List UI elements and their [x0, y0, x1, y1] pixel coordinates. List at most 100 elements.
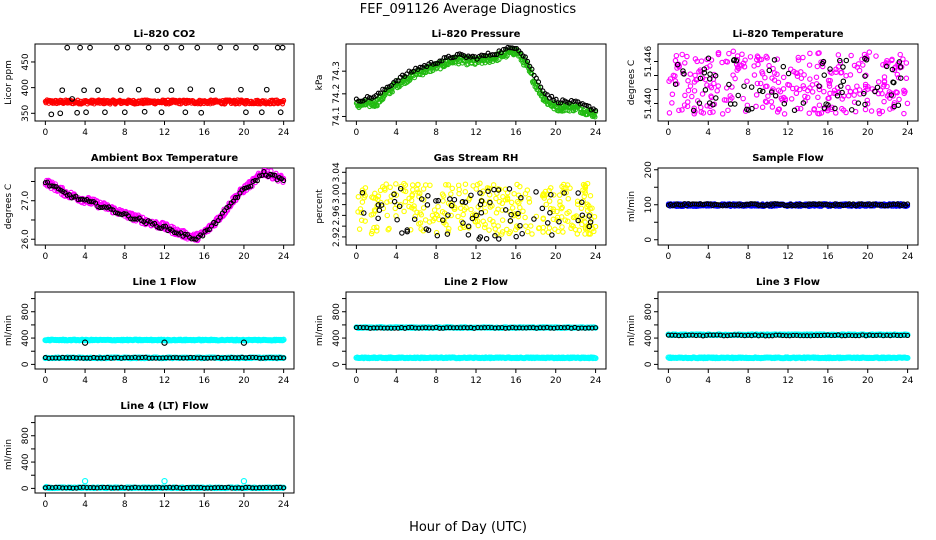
data-point [279, 44, 286, 51]
x-tick-label: 4 [393, 128, 399, 138]
series-points [42, 478, 287, 492]
data-point [856, 87, 863, 93]
data-point [883, 63, 890, 70]
data-point [826, 95, 832, 101]
data-point [281, 178, 287, 184]
data-point [398, 183, 404, 190]
data-point [800, 54, 806, 61]
data-point [753, 103, 759, 110]
data-point [87, 44, 93, 51]
panel-title: Line 2 Flow [444, 277, 508, 288]
x-tick-label: 20 [862, 252, 874, 262]
data-point [486, 185, 492, 192]
data-point [217, 44, 223, 51]
data-point [393, 192, 400, 198]
data-point [704, 103, 710, 109]
data-point [735, 92, 741, 99]
data-point [905, 203, 911, 209]
data-point [573, 213, 580, 219]
data-point [679, 107, 685, 113]
series-points [665, 331, 911, 362]
data-point [741, 64, 748, 70]
data-point [439, 208, 446, 215]
data-point [154, 87, 161, 94]
data-point [448, 202, 455, 209]
data-point [263, 86, 270, 93]
data-point [753, 92, 760, 98]
data-point [406, 203, 412, 210]
data-point [77, 44, 83, 51]
x-tick-label: 0 [666, 252, 672, 262]
data-point [832, 105, 838, 112]
data-point [591, 214, 598, 220]
y-tick-label: 400 [21, 453, 31, 470]
data-point [847, 88, 854, 95]
y-axis-label: ml/min [4, 315, 14, 346]
data-point [491, 222, 497, 228]
data-point [233, 44, 239, 51]
data-point [574, 231, 581, 237]
data-point [274, 44, 281, 51]
x-tick-label: 12 [159, 252, 170, 262]
data-point [715, 51, 722, 58]
x-tick-label: 8 [122, 252, 128, 262]
data-point [445, 212, 451, 218]
data-point [687, 71, 694, 77]
data-point [496, 236, 502, 242]
data-point [102, 109, 108, 116]
data-point [849, 107, 855, 113]
data-point [759, 69, 765, 75]
data-point [481, 224, 488, 231]
data-point [862, 83, 869, 90]
data-point [765, 93, 771, 99]
y-axis-label: ml/min [627, 191, 637, 222]
data-point [754, 80, 761, 87]
data-point [182, 109, 189, 116]
data-point [762, 74, 768, 81]
data-point [117, 87, 124, 94]
data-point [785, 70, 792, 77]
data-point [478, 198, 485, 204]
y-tick-label: 800 [21, 427, 31, 444]
data-point [540, 229, 546, 235]
data-point [557, 198, 563, 205]
data-point [529, 66, 535, 72]
data-point [861, 90, 867, 97]
data-point [507, 218, 514, 224]
data-point [680, 68, 686, 74]
y-tick-label: 2.92 [332, 227, 342, 247]
data-point [468, 192, 474, 199]
data-point [881, 98, 887, 105]
data-point [163, 44, 170, 51]
data-point [852, 202, 858, 209]
data-point [676, 107, 682, 114]
data-point [821, 105, 828, 111]
data-point [891, 100, 898, 106]
data-point [560, 189, 566, 195]
data-point [698, 69, 704, 75]
data-point [692, 72, 698, 79]
data-point [525, 58, 531, 65]
x-tick-label: 20 [550, 128, 562, 138]
x-tick-label: 4 [393, 252, 399, 262]
data-point [368, 212, 375, 218]
data-point [730, 48, 737, 55]
data-point [536, 84, 542, 90]
y-tick-label: 800 [21, 303, 31, 320]
data-point [433, 211, 440, 218]
data-point [418, 196, 425, 202]
data-point [150, 123, 155, 128]
data-point [374, 224, 380, 231]
data-point [592, 223, 599, 230]
data-point [546, 198, 553, 204]
data-point [896, 59, 903, 65]
data-point [435, 203, 441, 210]
data-point [839, 96, 846, 102]
panel-title: Gas Stream RH [434, 153, 519, 164]
data-point [507, 229, 513, 235]
data-point [685, 87, 692, 94]
data-point [721, 97, 728, 103]
data-point [235, 194, 241, 200]
